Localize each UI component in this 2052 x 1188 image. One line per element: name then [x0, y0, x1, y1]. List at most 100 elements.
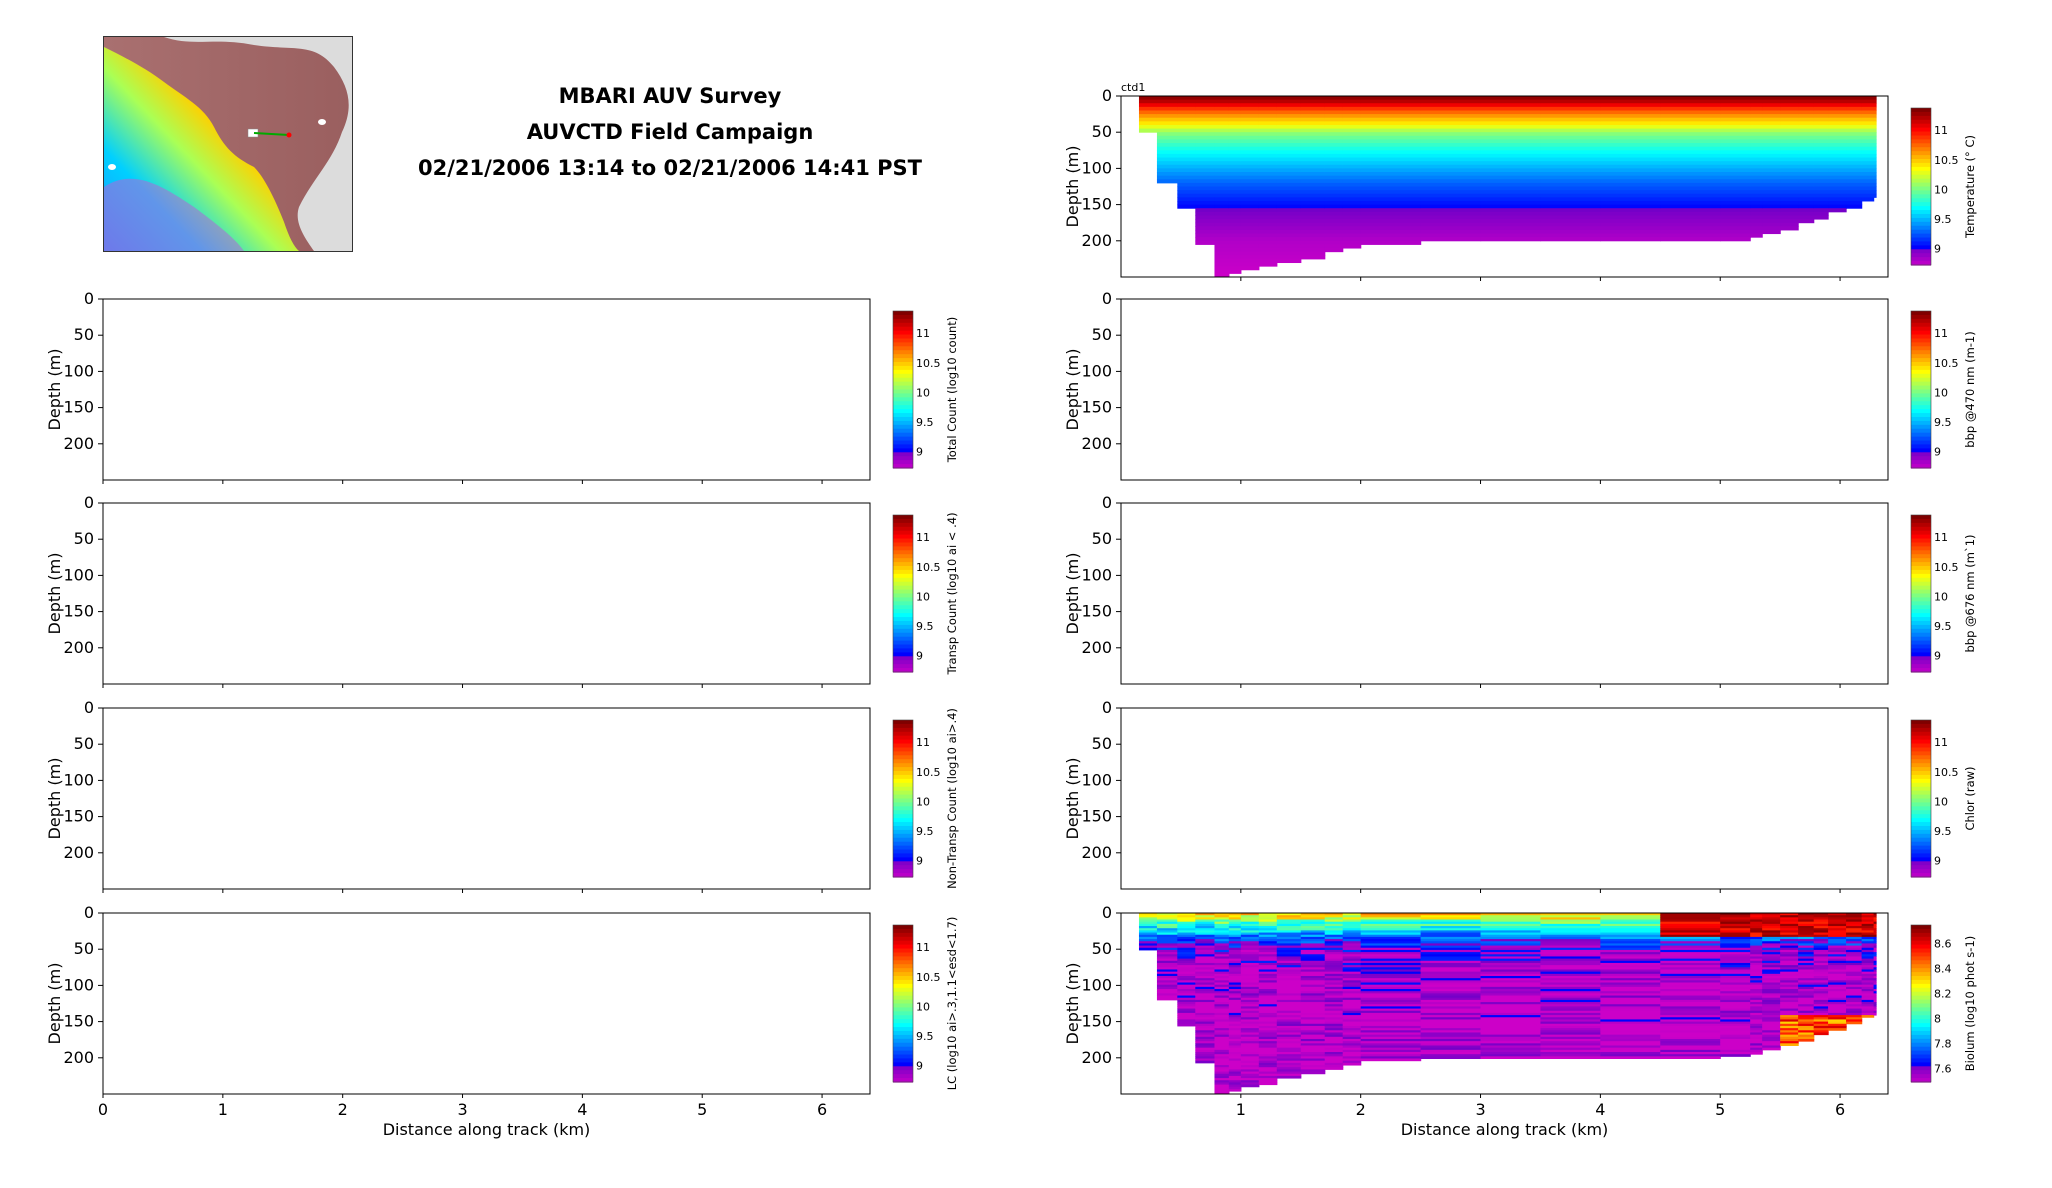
colorbar-label: bbp @676 nm (m`1)	[1963, 534, 1977, 652]
temperature-cell	[1258, 200, 1278, 206]
temperature-cell	[1420, 226, 1482, 231]
temperature-cell	[1342, 135, 1362, 140]
temperature-cell	[1720, 117, 1751, 122]
biolum-cell	[1360, 1049, 1422, 1053]
biolum-cell	[1276, 978, 1302, 981]
biolum-cell	[1813, 962, 1829, 966]
biolum-cell	[1240, 1008, 1260, 1012]
biolum-cell	[1600, 991, 1661, 994]
temperature-cell	[1762, 114, 1781, 119]
y-tick-label: 50	[1092, 529, 1112, 548]
biolum-cell	[1720, 995, 1751, 999]
biolum-cell	[1846, 958, 1863, 962]
biolum-cell	[1798, 913, 1815, 916]
temperature-cell	[1177, 161, 1196, 166]
temperature-cell	[1258, 153, 1278, 159]
temperature-cell	[1540, 110, 1601, 115]
biolum-cell	[1276, 923, 1302, 927]
biolum-cell	[1360, 978, 1422, 981]
temperature-cell	[1240, 208, 1260, 213]
biolum-cell	[1156, 936, 1178, 940]
temperature-cell	[1600, 117, 1661, 122]
temperature-cell	[1861, 175, 1875, 180]
biolum-cell	[1240, 923, 1260, 927]
biolum-cell	[1420, 949, 1482, 953]
biolum-cell	[1600, 954, 1661, 957]
temperature-cell	[1720, 237, 1751, 242]
y-tick-label: 100	[63, 565, 94, 584]
biolum-cell	[1276, 932, 1302, 936]
colorbar-step	[1911, 573, 1931, 579]
temperature-cell	[1228, 103, 1242, 108]
colorbar-step	[893, 526, 913, 532]
temperature-cell	[1360, 153, 1422, 159]
biolum-cell	[1780, 960, 1799, 964]
colorbar-step	[893, 751, 913, 756]
biolum-cell	[1228, 1078, 1242, 1081]
biolum-cell	[1660, 1028, 1721, 1031]
biolum-cell	[1798, 939, 1815, 942]
biolum-cell	[1750, 1004, 1763, 1007]
biolum-cell	[1240, 949, 1260, 953]
biolum-cell	[1360, 1058, 1422, 1062]
temperature-cell	[1276, 197, 1302, 202]
temperature-cell	[1240, 258, 1260, 264]
biolum-cell	[1828, 939, 1847, 942]
temperature-cell	[1177, 204, 1196, 209]
biolum-cell	[1258, 1010, 1278, 1014]
biolum-cell	[1360, 967, 1422, 970]
biolum-cell	[1138, 928, 1158, 931]
temperature-cell	[1177, 193, 1196, 198]
temperature-cell	[1780, 99, 1799, 104]
biolum-cell	[1228, 1084, 1242, 1088]
biolum-cell	[1240, 995, 1260, 999]
biolum-cell	[1660, 1043, 1721, 1046]
biolum-cell	[1360, 923, 1422, 927]
biolum-cell	[1240, 954, 1260, 957]
biolum-cell	[1720, 1015, 1751, 1018]
biolum-cell	[1780, 930, 1799, 934]
biolum-cell	[1240, 1067, 1260, 1070]
temperature-cell	[1798, 208, 1815, 213]
temperature-cell	[1600, 135, 1661, 140]
colorbar-step	[1911, 747, 1931, 752]
biolum-cell	[1240, 1065, 1260, 1068]
biolum-cell	[1420, 954, 1482, 957]
biolum-cell	[1195, 999, 1216, 1003]
biolum-cell	[1228, 1015, 1242, 1018]
biolum-cell	[1300, 984, 1326, 988]
temperature-cell	[1600, 128, 1661, 133]
biolum-cell	[1214, 1047, 1230, 1051]
biolum-cell	[1861, 995, 1875, 999]
colorbar-step	[1911, 397, 1931, 402]
temperature-cell	[1276, 204, 1302, 209]
temperature-cell	[1750, 164, 1763, 169]
temperature-cell	[1861, 143, 1875, 148]
biolum-cell	[1600, 986, 1661, 990]
colorbar-step	[893, 794, 913, 800]
biolum-cell	[1420, 926, 1482, 929]
temperature-cell	[1240, 226, 1260, 231]
colorbar-step	[1911, 569, 1931, 575]
temperature-cell	[1276, 229, 1302, 235]
temperature-cell	[1660, 128, 1721, 133]
biolum-cell	[1762, 984, 1781, 988]
temperature-cell	[1300, 200, 1326, 206]
biolum-cell	[1540, 928, 1601, 931]
biolum-cell	[1600, 1043, 1661, 1046]
biolum-cell	[1480, 1049, 1542, 1053]
biolum-cell	[1240, 1038, 1260, 1042]
biolum-cell	[1720, 971, 1751, 975]
temperature-cell	[1276, 240, 1302, 245]
temperature-cell	[1228, 219, 1242, 224]
biolum-cell	[1214, 971, 1230, 975]
biolum-cell	[1258, 936, 1278, 940]
colorbar-step	[1911, 964, 1931, 969]
biolum-cell	[1156, 952, 1178, 955]
biolum-cell	[1258, 1065, 1278, 1068]
colorbar-label: Temperature (° C)	[1963, 135, 1977, 239]
temperature-cell	[1156, 99, 1178, 104]
temperature-cell	[1195, 193, 1216, 198]
biolum-cell	[1258, 917, 1278, 921]
